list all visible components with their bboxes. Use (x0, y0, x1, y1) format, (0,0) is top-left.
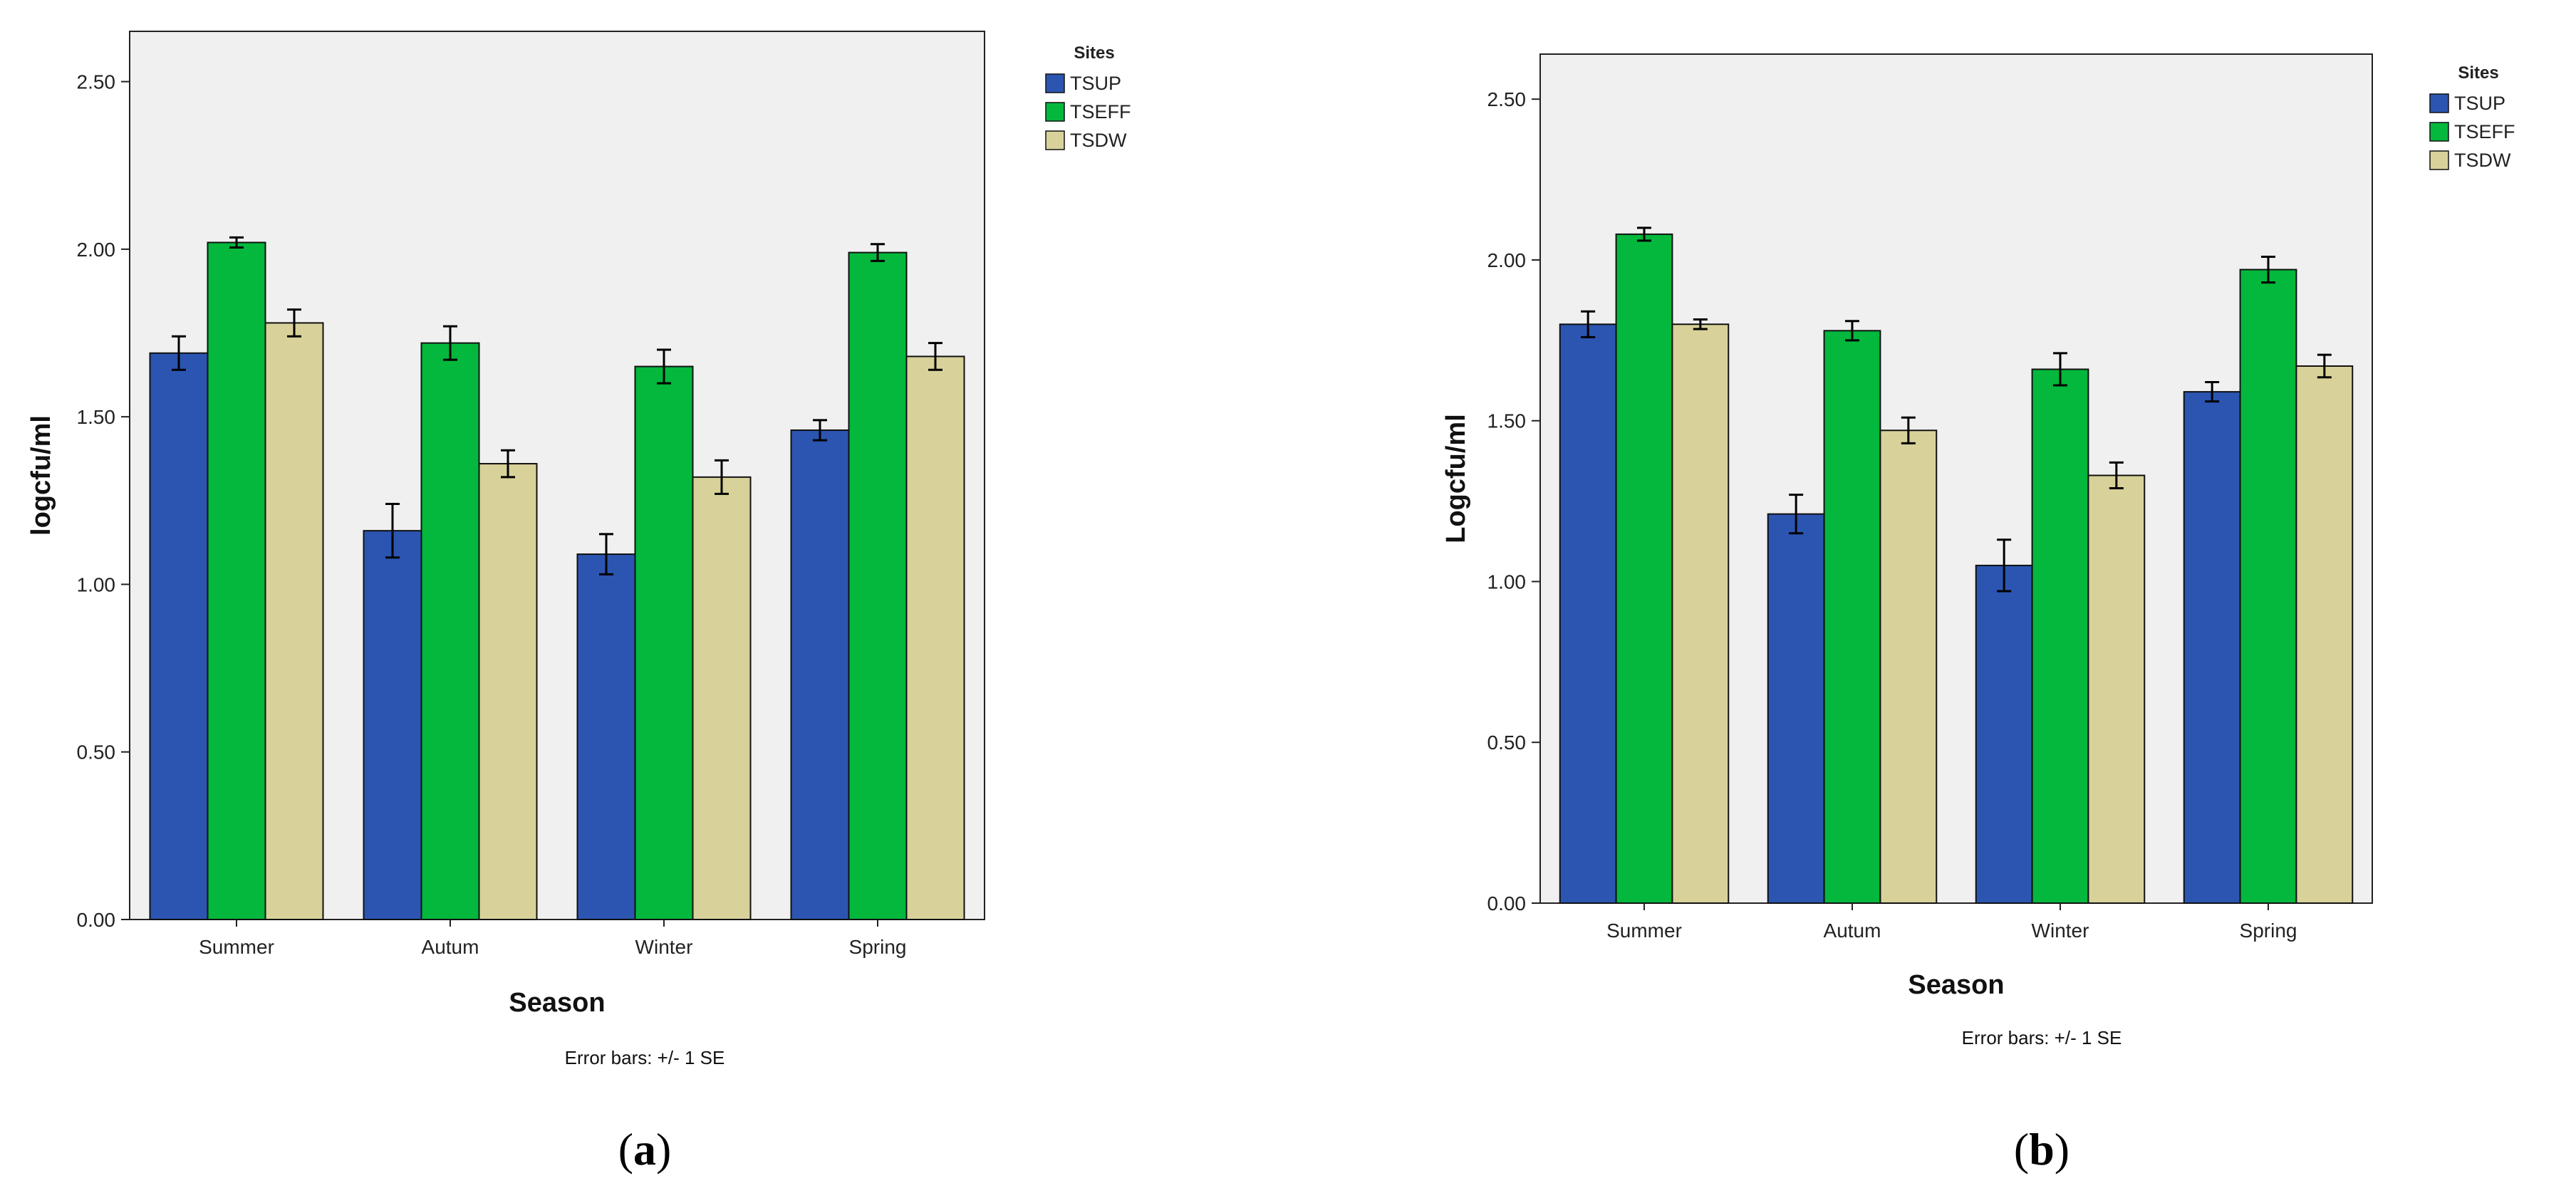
y-tick-label: 0.00 (77, 909, 116, 931)
y-axis-title: Logcfu/ml (1441, 414, 1471, 543)
legend-label-tsdw: TSDW (1070, 130, 1127, 151)
error-bar-footnote: Error bars: +/- 1 SE (565, 1047, 725, 1068)
y-tick-label: 2.00 (77, 239, 116, 261)
bar-tsdw (264, 322, 324, 920)
bar-tsup (790, 429, 850, 920)
panel-label: (a) (618, 1124, 672, 1174)
legend-label-tsup: TSUP (1070, 73, 1121, 94)
x-tick-label: Summer (1606, 920, 1682, 942)
y-tick-label: 0.50 (77, 741, 116, 764)
y-axis-title: logcfu/ml (26, 415, 56, 536)
x-tick-label: Autum (1824, 920, 1881, 942)
panel-label-part: ) (2055, 1124, 2069, 1174)
panel-label-part: b (2029, 1124, 2055, 1174)
panel-label-part: a (633, 1124, 656, 1174)
x-axis-title: Season (1908, 970, 2004, 1000)
chart-panel-b: 0.00 0.50 1.00 1.50 2.00 2.50 Summer Autum Winte… (1441, 53, 2515, 1174)
chart-panel-a: 0.00 0.50 1.00 1.50 2.00 2.50 Summer Autum Winte… (26, 31, 1131, 1174)
y-tick-label: 2.50 (1487, 88, 1527, 110)
bar-tsdw (478, 463, 538, 920)
bar-tsdw (1671, 323, 1730, 905)
panel-label-part: ) (656, 1124, 671, 1174)
bar-tseff (207, 241, 266, 920)
legend: Sites TSUP TSEFF TSDW (1045, 43, 1131, 151)
bar-tsdw (1879, 429, 1938, 904)
bar-tsup (1559, 323, 1617, 905)
bar-tsup (1767, 513, 1825, 904)
bar-tseff (2239, 269, 2297, 904)
bar-tsup (1975, 564, 2033, 905)
bar-tsup (2183, 391, 2241, 904)
bar-tseff (1823, 330, 1881, 904)
legend-label-tseff: TSEFF (1070, 101, 1131, 123)
y-tick-label: 2.00 (1487, 249, 1527, 271)
bar-tseff (1615, 233, 1673, 904)
x-axis-title: Season (509, 988, 605, 1018)
y-tick-label: 1.50 (77, 406, 116, 428)
legend-label-tseff: TSEFF (2454, 121, 2515, 142)
legend-swatch-tseff (2429, 122, 2449, 142)
legend-label-tsdw: TSDW (2454, 150, 2511, 171)
bar-tsdw (692, 476, 752, 920)
bar-tseff (634, 365, 694, 920)
legend-title: Sites (2458, 63, 2498, 83)
error-bar-footnote: Error bars: +/- 1 SE (1962, 1027, 2122, 1048)
bar-tsup (576, 553, 636, 920)
x-tick-label: Spring (849, 936, 907, 958)
bar-tsup (363, 530, 422, 920)
bar-tsdw (905, 355, 965, 921)
legend-swatch-tsdw (1045, 130, 1065, 150)
y-tick-label: 2.50 (77, 71, 116, 93)
x-tick-label: Winter (635, 936, 693, 958)
x-tick-label: Summer (199, 936, 274, 958)
bar-tseff (2031, 368, 2089, 904)
legend-title: Sites (1074, 43, 1114, 63)
y-tick-label: 1.00 (77, 573, 116, 595)
legend: Sites TSUP TSEFF TSDW (2429, 63, 2515, 171)
legend-swatch-tseff (1045, 102, 1065, 122)
y-tick-label: 0.50 (1487, 731, 1527, 754)
bar-tseff (848, 251, 908, 920)
bar-tseff (420, 342, 480, 920)
x-tick-label: Winter (2032, 920, 2089, 942)
panel-label: (b) (2014, 1124, 2069, 1174)
bar-tsup (149, 352, 209, 920)
x-tick-label: Autum (422, 936, 479, 958)
y-tick-label: 1.00 (1487, 571, 1527, 593)
legend-swatch-tsup (2429, 93, 2449, 113)
panel-label-part: ( (2014, 1124, 2029, 1174)
legend-swatch-tsdw (2429, 150, 2449, 170)
y-tick-label: 1.50 (1487, 410, 1527, 432)
bar-tsdw (2087, 474, 2146, 904)
legend-swatch-tsup (1045, 73, 1065, 93)
x-tick-label: Spring (2240, 920, 2297, 942)
bar-tsdw (2295, 365, 2354, 904)
y-tick-label: 0.00 (1487, 892, 1527, 915)
legend-label-tsup: TSUP (2454, 93, 2505, 114)
panel-label-part: ( (618, 1124, 633, 1174)
